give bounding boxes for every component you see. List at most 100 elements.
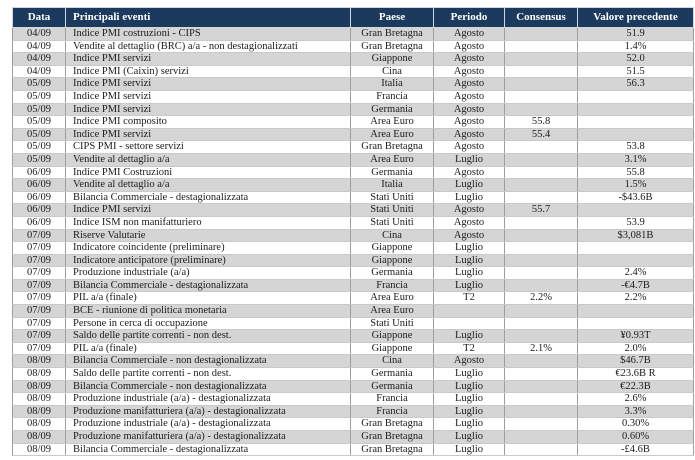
table-row: 08/09 Produzione industriale (a/a) - dest… — [12, 392, 694, 406]
cell-period: Luglio — [433, 417, 505, 431]
cell-date: 05/09 — [12, 89, 66, 104]
table-row: 07/09 Saldo delle partite correnti - non … — [12, 329, 694, 343]
cell-event: Bilancia Commerciale - destagionalizzata — [65, 442, 351, 457]
table-row: 05/09 Indice PMI servizi Francia Agosto — [12, 89, 694, 104]
cell-previous-value: -$43.6B — [577, 190, 694, 205]
cell-consensus — [504, 215, 578, 230]
table-row: 07/09 PIL a/a (finale) Area Euro T2 2.2% 2.2% — [12, 291, 694, 306]
cell-country: Gran Bretagna — [350, 417, 434, 431]
cell-event: Produzione industriale (a/a) — [65, 266, 351, 280]
cell-country: Area Euro — [350, 152, 434, 167]
cell-event: Riserve Valutarie — [65, 228, 351, 243]
cell-event: Indice PMI servizi — [65, 77, 351, 91]
cell-event: Indice PMI servizi — [65, 127, 351, 142]
cell-country: Giappone — [350, 341, 434, 356]
cell-consensus — [504, 430, 578, 444]
cell-previous-value: 53.8 — [577, 140, 694, 154]
cell-previous-value: 2.6% — [577, 392, 694, 406]
col-header-date: Data — [12, 7, 66, 28]
cell-period: Agosto — [433, 215, 505, 230]
cell-consensus — [504, 417, 578, 431]
cell-event: Persone in cerca di occupazione — [65, 316, 351, 331]
cell-consensus — [504, 304, 578, 318]
cell-period: Agosto — [433, 102, 505, 117]
cell-previous-value: -£4.6B — [577, 442, 694, 457]
cell-event: Indice PMI servizi — [65, 102, 351, 117]
cell-previous-value: 3.3% — [577, 404, 694, 419]
cell-consensus — [504, 241, 578, 255]
cell-consensus — [504, 165, 578, 180]
table-row: 04/09 Vendite al dettaglio (BRC) a/a - no… — [12, 39, 694, 54]
cell-period: Agosto — [433, 140, 505, 154]
table-row: 08/09 Bilancia Commerciale - destagionali… — [12, 442, 694, 457]
cell-country: Italia — [350, 77, 434, 91]
cell-consensus — [504, 253, 578, 268]
cell-country: Francia — [350, 89, 434, 104]
cell-date: 04/09 — [12, 39, 66, 54]
cell-event: BCE - riunione di politica monetaria — [65, 304, 351, 318]
cell-date: 04/09 — [12, 52, 66, 66]
cell-country: Giappone — [350, 52, 434, 66]
cell-previous-value — [577, 253, 694, 268]
cell-date: 07/09 — [12, 278, 66, 293]
cell-previous-value: $46.7B — [577, 354, 694, 369]
cell-date: 08/09 — [12, 417, 66, 431]
cell-consensus — [504, 316, 578, 331]
cell-event: Indice PMI servizi — [65, 52, 351, 66]
cell-previous-value: 56.3 — [577, 77, 694, 91]
cell-country: Gran Bretagna — [350, 430, 434, 444]
table-row: 05/09 Vendite al dettaglio a/a Area Euro Lu… — [12, 152, 694, 167]
cell-country: Stati Uniti — [350, 215, 434, 230]
cell-previous-value: 3.1% — [577, 152, 694, 167]
cell-country: Cina — [350, 228, 434, 243]
cell-previous-value: 0.60% — [577, 430, 694, 444]
cell-date: 05/09 — [12, 115, 66, 129]
cell-period: Agosto — [433, 27, 505, 41]
table-row: 07/09 Indicatore anticipatore (preliminar… — [12, 253, 694, 268]
col-header-country: Paese — [350, 7, 434, 28]
cell-country: Cina — [350, 354, 434, 369]
table-row: 07/09 Persone in cerca di occupazione Stat… — [12, 316, 694, 331]
cell-date: 07/09 — [12, 316, 66, 331]
table-row: 05/09 Indice PMI servizi Italia Agosto 56.3 — [12, 77, 694, 91]
col-header-consensus: Consensus — [504, 7, 578, 28]
cell-date: 07/09 — [12, 241, 66, 255]
cell-consensus — [504, 278, 578, 293]
cell-period: Agosto — [433, 64, 505, 79]
cell-previous-value — [577, 102, 694, 117]
cell-consensus — [504, 354, 578, 369]
cell-country: Area Euro — [350, 127, 434, 142]
col-header-previous-value: Valore precedente — [577, 7, 694, 28]
cell-previous-value: 2.4% — [577, 266, 694, 280]
cell-event: Indicatore anticipatore (preliminare) — [65, 253, 351, 268]
cell-event: Indicatore coincidente (preliminare) — [65, 241, 351, 255]
table-row: 04/09 Indice PMI (Caixin) servizi Cina Agos… — [12, 64, 694, 79]
cell-country: Gran Bretagna — [350, 27, 434, 41]
cell-consensus — [504, 89, 578, 104]
cell-event: Vendite al dettaglio a/a — [65, 178, 351, 192]
cell-event: Bilancia Commerciale - destagionalizzata — [65, 190, 351, 205]
cell-country: Gran Bretagna — [350, 442, 434, 457]
cell-period — [433, 316, 505, 331]
col-header-period: Periodo — [433, 7, 505, 28]
cell-country: Germania — [350, 266, 434, 280]
table-row: 06/09 Indice ISM non manifatturiero Stati … — [12, 215, 694, 230]
cell-date: 05/09 — [12, 127, 66, 142]
cell-event: Indice PMI servizi — [65, 89, 351, 104]
cell-consensus — [504, 367, 578, 381]
cell-period: Luglio — [433, 404, 505, 419]
cell-period: Luglio — [433, 190, 505, 205]
cell-event: Produzione industriale (a/a) - destagion… — [65, 392, 351, 406]
cell-period: Agosto — [433, 52, 505, 66]
cell-consensus — [504, 404, 578, 419]
cell-previous-value: €23.6B R — [577, 367, 694, 381]
cell-consensus — [504, 64, 578, 79]
cell-country: Area Euro — [350, 115, 434, 129]
cell-date: 07/09 — [12, 291, 66, 306]
cell-period: Luglio — [433, 379, 505, 394]
cell-period: Agosto — [433, 165, 505, 180]
table-row: 07/09 BCE - riunione di politica monetari… — [12, 304, 694, 318]
cell-date: 07/09 — [12, 253, 66, 268]
cell-country: Francia — [350, 278, 434, 293]
